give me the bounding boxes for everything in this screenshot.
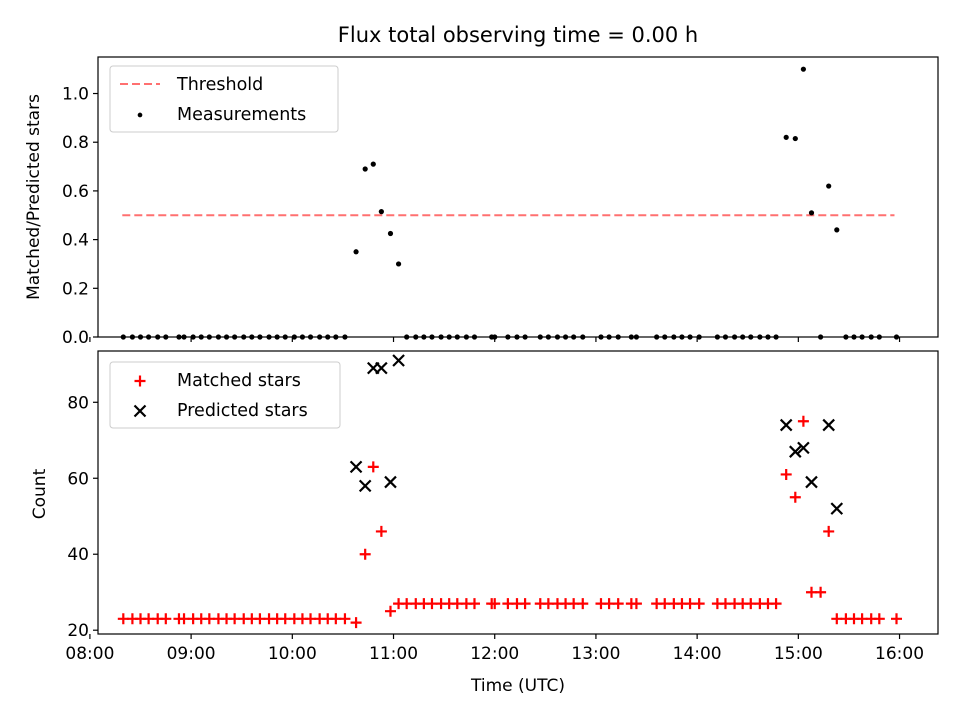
data-point: [797, 441, 810, 455]
data-point: [797, 415, 809, 427]
bottom-y-axis-label: Count: [30, 468, 50, 519]
data-point: [387, 230, 394, 237]
data-point: [779, 418, 793, 432]
data-point: [891, 613, 903, 625]
legend-label: Threshold: [176, 75, 263, 95]
data-point: [350, 617, 362, 629]
data-point: [384, 475, 397, 489]
data-point: [792, 135, 798, 142]
bottom-plot-area: 08:00 09:00 10:00 11:00 12:00 13:00 14:00 15:00…: [65, 350, 939, 664]
y-tick-label: 40: [67, 545, 89, 565]
y-tick-label: 80: [67, 393, 89, 413]
legend-label: Matched stars: [177, 371, 301, 391]
x-tick-label: 08:00: [65, 644, 114, 664]
data-point: [789, 491, 801, 503]
top-y-axis-label: Matched/Predicted stars: [24, 94, 44, 300]
axes-frame: [97, 56, 939, 338]
x-axis-label: Time (UTC): [470, 676, 565, 696]
axes-frame: [97, 350, 939, 635]
legend-box: [109, 361, 341, 429]
legend: Matched stars Predicted stars: [109, 361, 341, 429]
data-point: [830, 502, 844, 515]
x-tick-label: 15:00: [774, 644, 823, 664]
data-point: [780, 468, 792, 480]
data-point: [800, 66, 806, 72]
series-matched-stars: [117, 415, 903, 629]
data-point: [362, 166, 368, 172]
data-point: [395, 261, 402, 267]
y-tick-label: 20: [67, 621, 89, 641]
data-point: [805, 475, 818, 489]
data-point: [392, 354, 405, 367]
data-point: [822, 418, 835, 432]
data-point: [815, 586, 827, 598]
legend-label: Measurements: [177, 105, 306, 125]
data-point: [808, 210, 815, 216]
y-tick-label: 0.2: [62, 279, 89, 299]
x-tick-label: 16:00: [875, 644, 924, 664]
legend-swatch: [133, 404, 147, 418]
data-point: [358, 479, 372, 493]
data-point: [349, 460, 363, 474]
data-point: [160, 613, 172, 625]
x-tick-label: 10:00: [268, 644, 317, 664]
data-point: [339, 613, 351, 625]
x-tick-label: 09:00: [167, 644, 216, 664]
data-point: [468, 598, 480, 610]
data-point: [693, 598, 705, 610]
y-tick-label: 1.0: [62, 85, 89, 105]
data-point: [489, 598, 501, 610]
data-point: [826, 183, 832, 189]
data-point: [789, 445, 802, 458]
x-tick-label: 12:00: [470, 644, 519, 664]
y-tick-label: 0.0: [62, 328, 89, 348]
data-point: [770, 598, 782, 610]
data-point: [873, 613, 885, 625]
data-point: [375, 525, 387, 537]
x-tick-label: 14:00: [673, 644, 722, 664]
top-plot-area: 0.0 0.2 0.4 0.6 0.8 1.0 Threshold Measurements: [62, 56, 939, 348]
data-point: [370, 161, 376, 167]
y-tick-label: 60: [67, 469, 89, 489]
x-tick-label: 11:00: [369, 644, 418, 664]
data-point: [359, 548, 371, 560]
data-point: [823, 525, 835, 537]
legend-label: Predicted stars: [177, 401, 308, 421]
y-tick-label: 0.8: [62, 133, 89, 153]
data-point: [353, 249, 359, 255]
data-point: [519, 598, 531, 610]
legend-swatch: [137, 112, 143, 118]
series-predicted-stars: [349, 354, 844, 515]
data-point: [783, 134, 789, 140]
data-point: [834, 227, 840, 233]
top-chart: Flux total observing time = 0.00 h Match…: [24, 23, 939, 348]
y-tick-label: 0.6: [62, 182, 89, 202]
data-point: [577, 598, 589, 610]
x-tick-label: 13:00: [571, 644, 620, 664]
data-point: [630, 598, 642, 610]
data-point: [375, 361, 388, 375]
data-point: [612, 598, 624, 610]
legend-swatch: [134, 375, 146, 387]
bottom-chart: Count Time (UTC) 08:00 09:00 10:00 11:00 12:…: [30, 350, 939, 696]
chart-title: Flux total observing time = 0.00 h: [338, 23, 698, 47]
legend-box: [109, 65, 339, 133]
data-point: [367, 461, 379, 473]
data-point: [378, 209, 384, 215]
data-point: [384, 605, 396, 617]
y-tick-label: 0.4: [62, 231, 89, 251]
legend: Threshold Measurements: [109, 65, 339, 133]
